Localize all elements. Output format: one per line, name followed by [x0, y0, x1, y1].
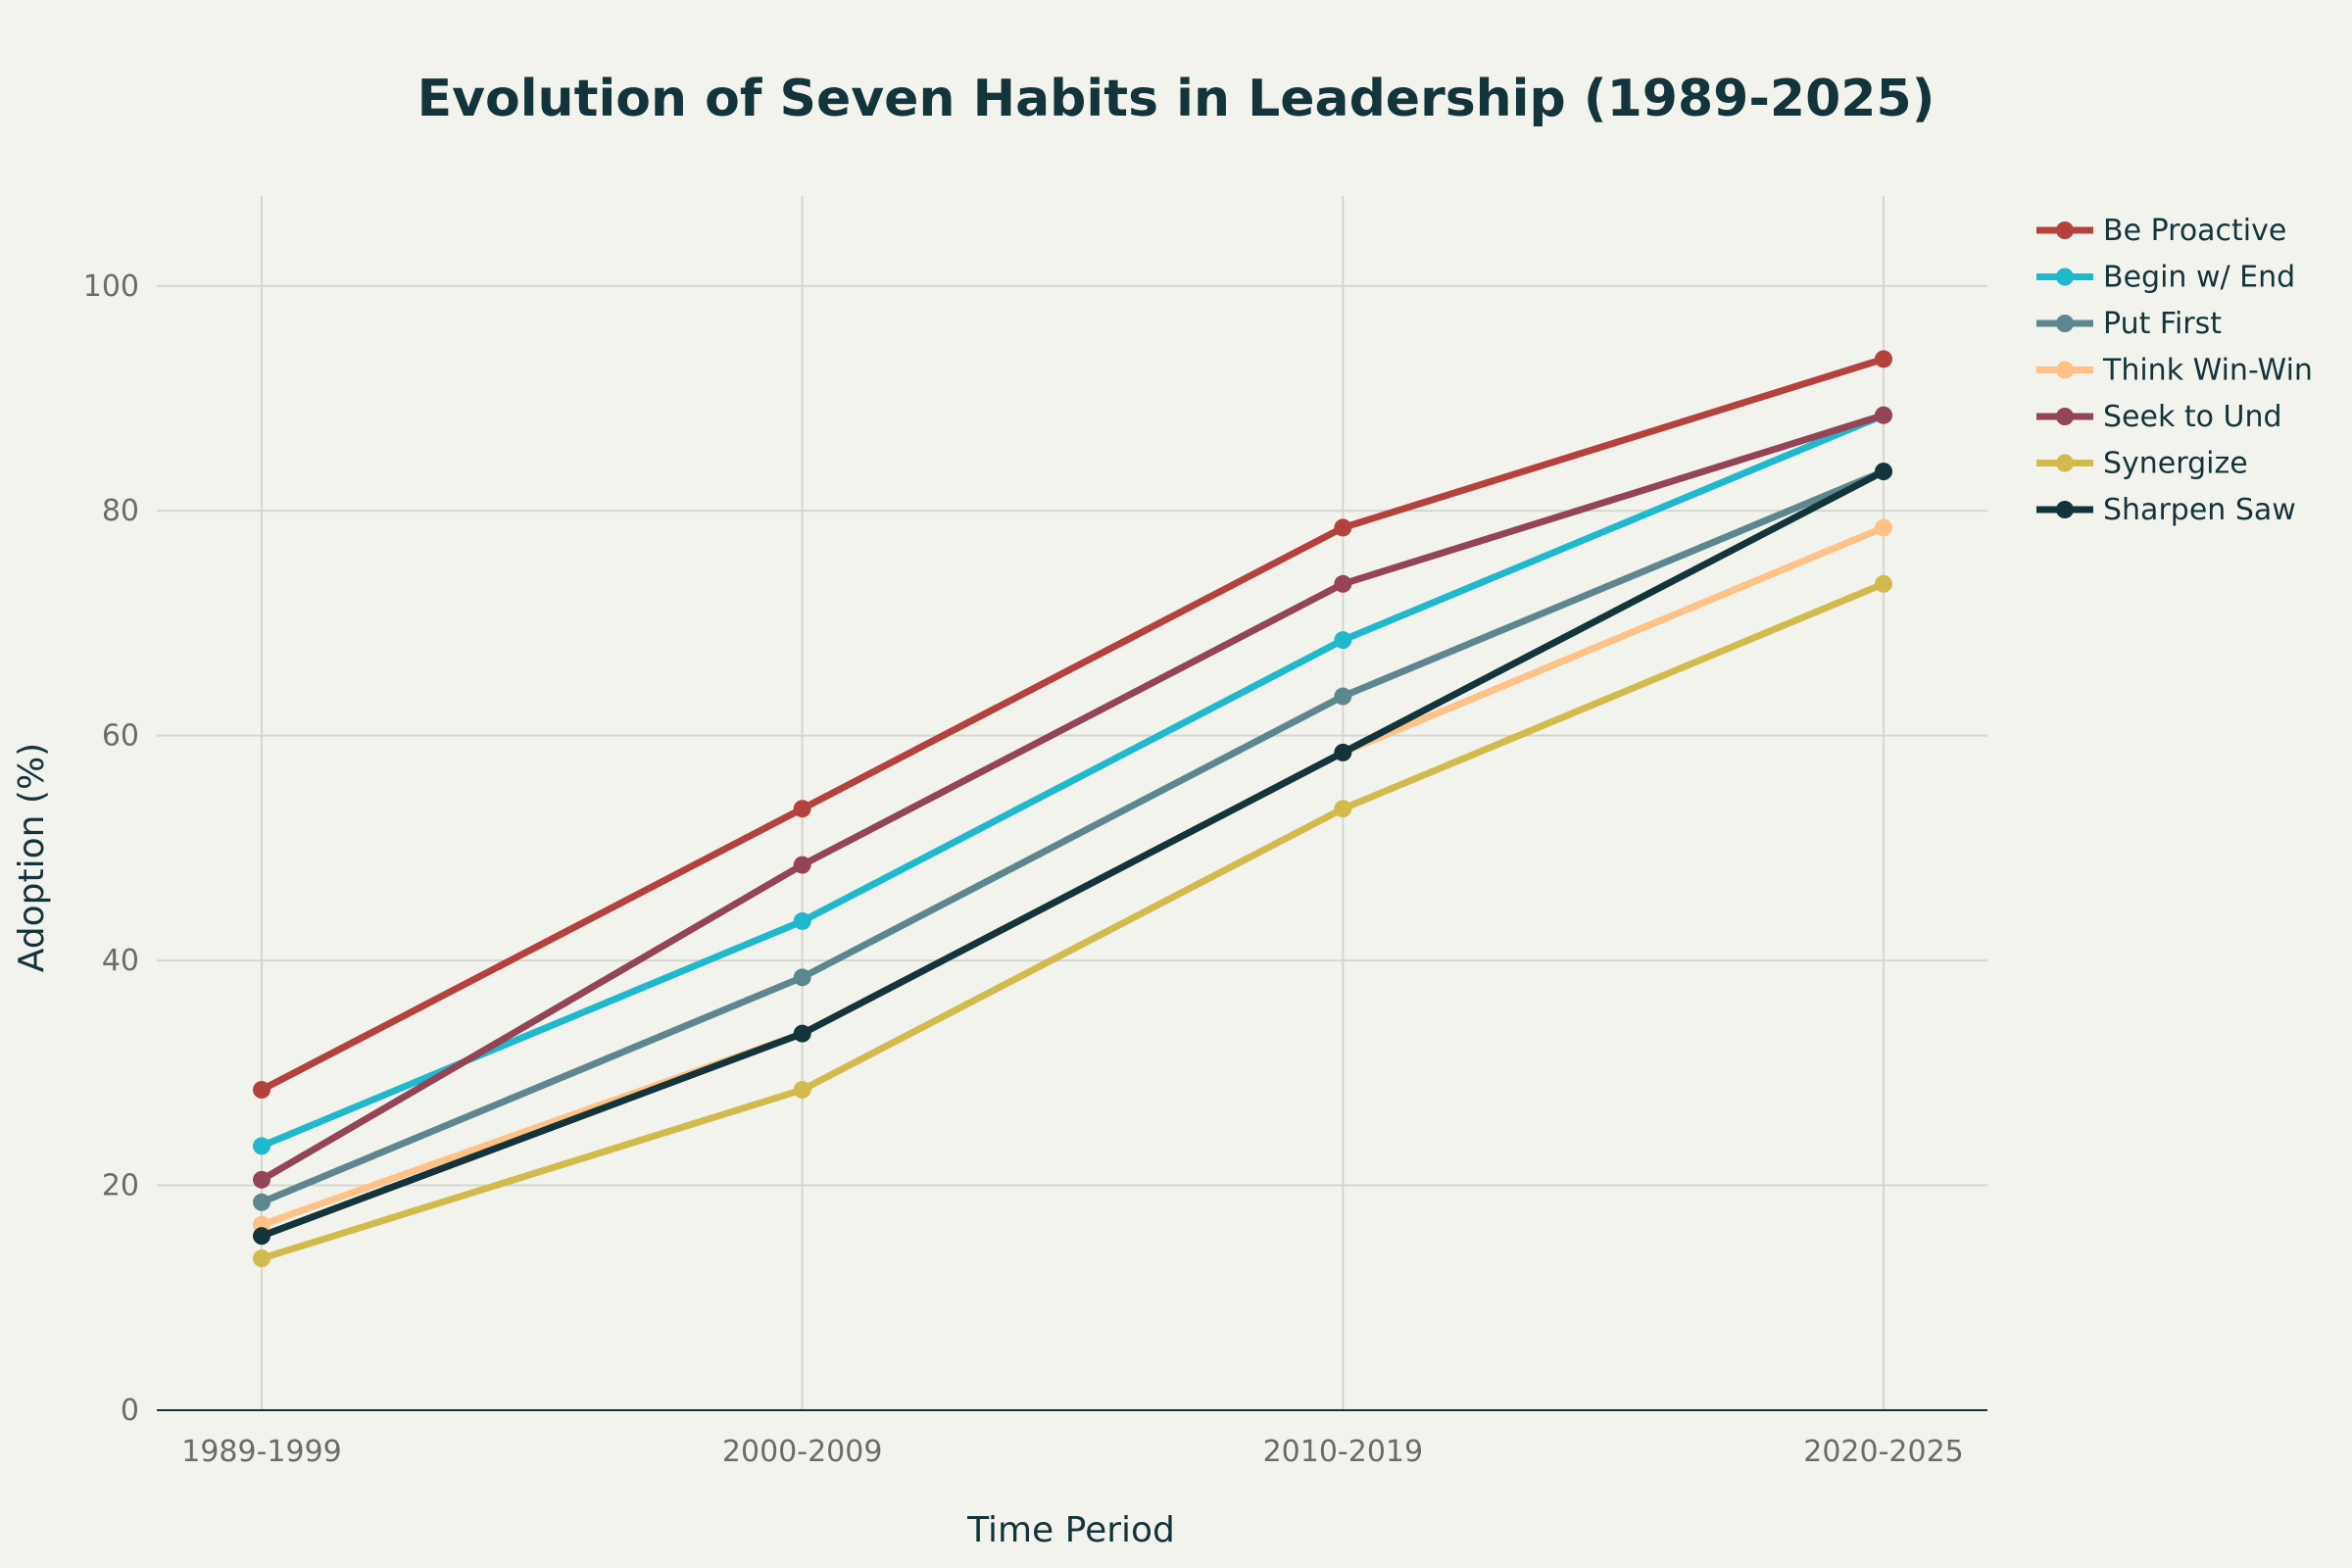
legend-label: Begin w/ End [2103, 261, 2295, 295]
y-tick-label: 40 [102, 944, 139, 978]
y-tick-label: 20 [102, 1169, 139, 1203]
legend-swatch-marker [2056, 501, 2074, 518]
data-point [1875, 406, 1892, 424]
data-point [793, 911, 811, 930]
gridlines [157, 196, 1987, 1410]
legend-label: Put First [2103, 307, 2222, 341]
data-point [1334, 743, 1352, 761]
data-point [1875, 574, 1892, 593]
data-point [1334, 631, 1352, 650]
data-point [253, 1227, 270, 1246]
data-point [1875, 518, 1892, 537]
data-point [253, 1170, 270, 1189]
data-point [793, 1024, 811, 1043]
x-tick-label: 1989-1999 [181, 1435, 342, 1469]
legend-item[interactable]: Sharpen Saw [2036, 493, 2296, 527]
series-line [258, 580, 1887, 1262]
legend: Be Proactive Begin w/ End Put First Think W… [2036, 214, 2313, 527]
y-tick-label: 80 [102, 494, 139, 528]
data-point [793, 800, 811, 818]
y-tick-label: 60 [102, 719, 139, 754]
series-line [258, 467, 1887, 1240]
legend-swatch-marker [2056, 454, 2074, 472]
data-point [1334, 574, 1352, 593]
legend-item[interactable]: Put First [2036, 307, 2222, 341]
data-point [1334, 687, 1352, 706]
data-point [793, 856, 811, 874]
data-point [793, 1081, 811, 1100]
x-tick-label: 2000-2009 [722, 1435, 883, 1469]
y-tick-label: 100 [83, 270, 139, 304]
legend-swatch-marker [2056, 221, 2074, 239]
legend-swatch-marker [2056, 268, 2074, 286]
data-point [1334, 518, 1352, 537]
series-be-proactive [253, 350, 1892, 1100]
chart-title: Evolution of Seven Habits in Leadership … [417, 70, 1936, 128]
x-axis-ticks: 1989-1999 2000-2009 2010-2019 2020-2025 [181, 1435, 1964, 1469]
data-point [793, 968, 811, 987]
series-put-first [253, 463, 1892, 1211]
series-line [258, 523, 1887, 1229]
series-synergize [253, 574, 1892, 1268]
legend-label: Think Win-Win [2102, 354, 2313, 388]
series-seek-to-und [253, 406, 1892, 1189]
data-point [1334, 800, 1352, 818]
y-axis-ticks: 0 20 40 60 80 100 [83, 270, 139, 1428]
y-axis-title: Adoption (%) [12, 743, 52, 972]
series-line [258, 355, 1887, 1094]
legend-item[interactable]: Begin w/ End [2036, 261, 2295, 295]
x-tick-label: 2020-2025 [1803, 1435, 1964, 1469]
legend-label: Synergize [2103, 447, 2248, 481]
data-point [1875, 350, 1892, 368]
legend-item[interactable]: Think Win-Win [2036, 354, 2313, 388]
legend-item[interactable]: Seek to Und [2036, 400, 2282, 434]
series-line [258, 467, 1887, 1206]
legend-label: Be Proactive [2103, 214, 2286, 248]
legend-label: Sharpen Saw [2103, 493, 2296, 527]
legend-item[interactable]: Synergize [2036, 447, 2248, 481]
series-think-win-win [253, 518, 1892, 1234]
data-point [253, 1193, 270, 1211]
series-line [258, 412, 1887, 1150]
legend-label: Seek to Und [2103, 400, 2282, 434]
legend-swatch-marker [2056, 361, 2074, 379]
y-tick-label: 0 [121, 1394, 139, 1428]
data-point [253, 1250, 270, 1268]
data-point [253, 1137, 270, 1155]
x-tick-label: 2010-2019 [1263, 1435, 1424, 1469]
legend-item[interactable]: Be Proactive [2036, 214, 2286, 248]
data-point [1875, 463, 1892, 481]
series-layer [253, 350, 1892, 1268]
series-line [258, 412, 1887, 1184]
data-point [253, 1081, 270, 1100]
legend-swatch-marker [2056, 315, 2074, 332]
legend-swatch-marker [2056, 408, 2074, 425]
x-axis-title: Time Period [966, 1510, 1175, 1550]
series-sharpen-saw [253, 463, 1892, 1246]
